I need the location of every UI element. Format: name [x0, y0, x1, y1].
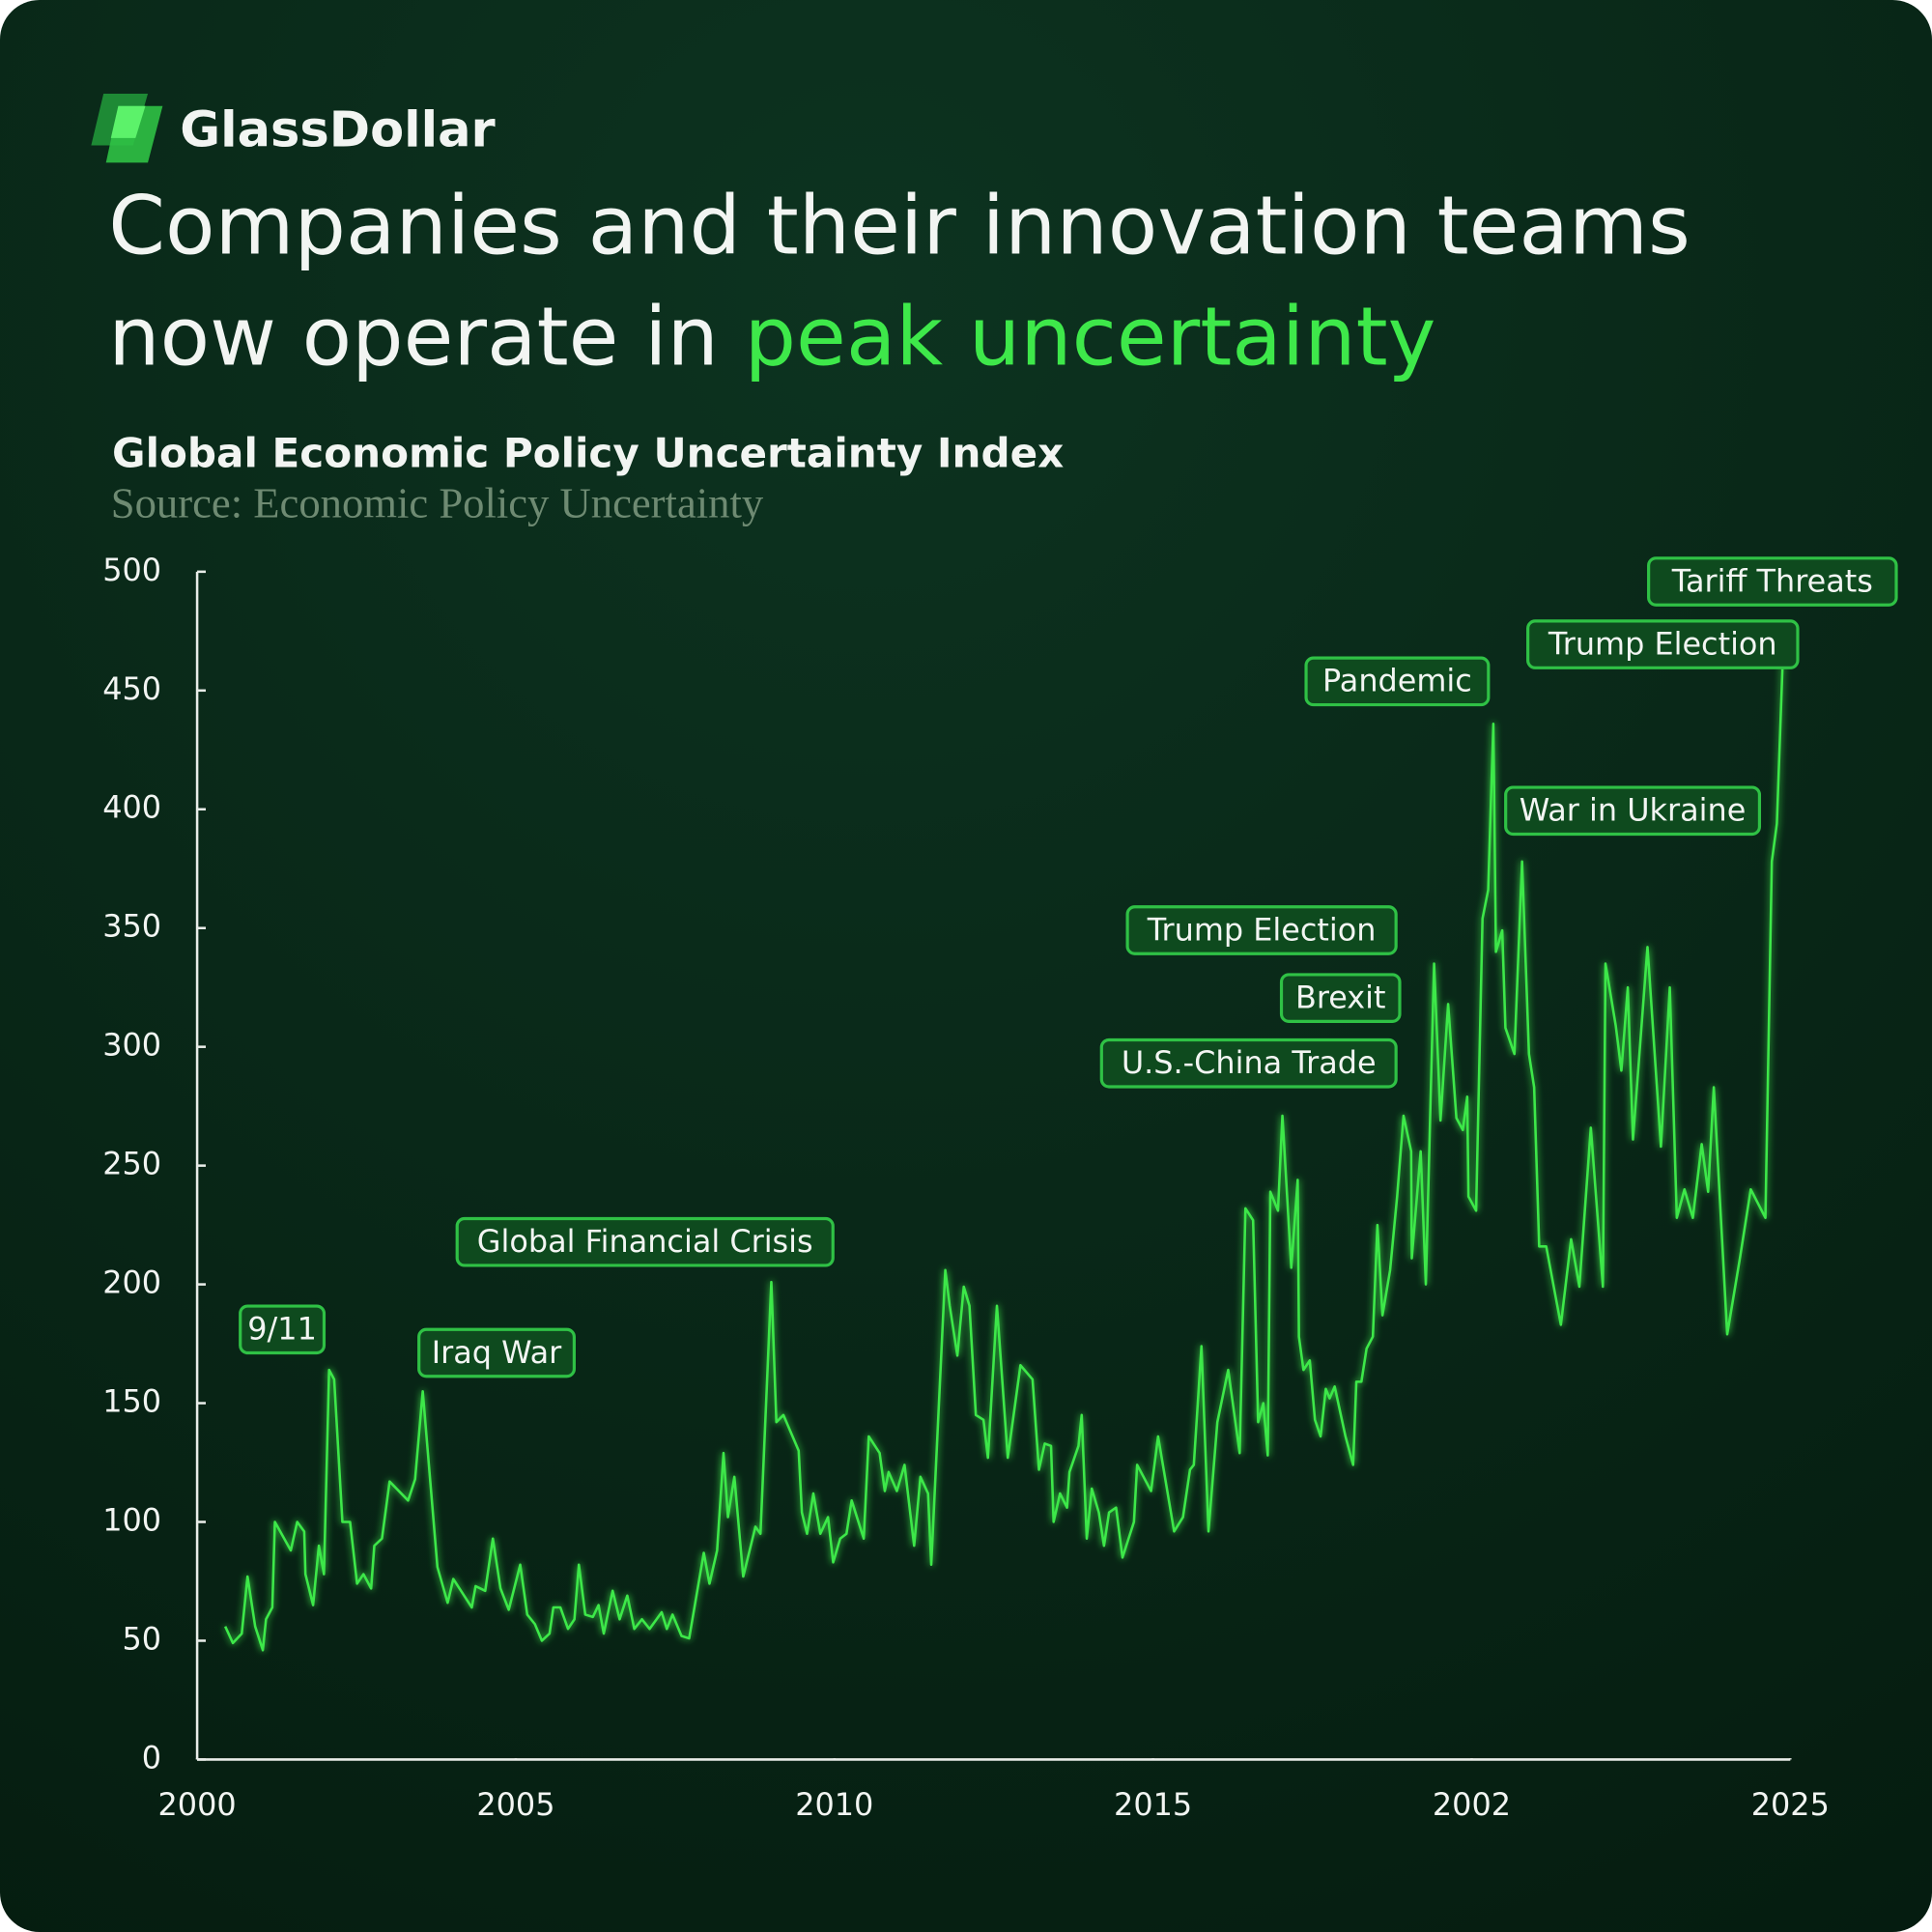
logo	[91, 93, 163, 163]
annotation: Trump Election	[1125, 905, 1398, 955]
annotation-label: Trump Election	[1548, 625, 1777, 662]
annotation-box	[1304, 656, 1491, 707]
headline-text: now operate in	[108, 290, 719, 384]
y-tick-label: 200	[102, 1264, 161, 1301]
y-tick-label: 100	[102, 1502, 161, 1539]
y-tick-label: 450	[102, 670, 161, 707]
chart-subtitle: Source: Economic Policy Uncertainty	[111, 479, 764, 527]
chart-title: Global Economic Policy Uncertainty Index	[112, 429, 1064, 476]
annotation-box	[417, 1327, 576, 1378]
annotation: Brexit	[1279, 973, 1402, 1023]
annotation-label: Tariff Threats	[1671, 562, 1873, 599]
headline-line: now operate in peak uncertainty	[108, 290, 1435, 384]
headline-line: Companies and their innovation teams	[108, 179, 1690, 273]
x-tick-label: 2010	[795, 1786, 873, 1823]
annotation-label: Brexit	[1295, 979, 1386, 1015]
line	[224, 662, 1784, 1652]
y-tick-label: 400	[102, 789, 161, 826]
annotation-box	[455, 1216, 835, 1267]
y-tick-label: 300	[102, 1027, 161, 1064]
x-tick-label: 2015	[1114, 1786, 1192, 1823]
annotation-label: Trump Election	[1147, 911, 1377, 948]
annotation-box	[1504, 785, 1762, 837]
annotation: U.S.-China Trade	[1099, 1037, 1398, 1089]
x-tick-label: 2000	[158, 1786, 237, 1823]
y-tick-label: 150	[102, 1383, 161, 1420]
y-tick-label: 500	[102, 552, 161, 588]
annotation-box	[1526, 619, 1800, 669]
annotation: War in Ukraine	[1504, 785, 1762, 837]
brand: GlassDollar	[180, 102, 496, 159]
annotation-box	[1125, 905, 1398, 955]
annotation-label: 9/11	[247, 1311, 317, 1348]
annotation-label: Pandemic	[1322, 663, 1472, 699]
annotation-label: War in Ukraine	[1520, 792, 1747, 829]
annotation-box	[239, 1304, 327, 1355]
annotation: Trump Election	[1526, 619, 1800, 669]
y-tick-label: 0	[142, 1739, 161, 1776]
y-tick-label: 50	[123, 1620, 162, 1657]
y-tick-label: 250	[102, 1146, 161, 1182]
annotation-label: U.S.-China Trade	[1122, 1044, 1377, 1081]
x-tick-label: 2005	[476, 1786, 554, 1823]
annotation: Tariff Threats	[1647, 556, 1898, 607]
annotation: Iraq War	[417, 1327, 576, 1378]
annotation: 9/11	[239, 1304, 327, 1355]
annotation-label: Iraq War	[432, 1334, 562, 1371]
headline-highlight: peak uncertainty	[745, 290, 1436, 384]
annotation: Pandemic	[1304, 656, 1491, 707]
x-tick-label: 2025	[1751, 1786, 1830, 1823]
y-tick-label: 350	[102, 908, 161, 945]
x-tick-label: 2002	[1433, 1786, 1511, 1823]
annotation: Global Financial Crisis	[455, 1216, 835, 1267]
annotation-box	[1647, 556, 1898, 607]
annotation-box	[1099, 1037, 1398, 1089]
annotation-box	[1279, 973, 1402, 1023]
annotation-label: Global Financial Crisis	[477, 1223, 813, 1260]
